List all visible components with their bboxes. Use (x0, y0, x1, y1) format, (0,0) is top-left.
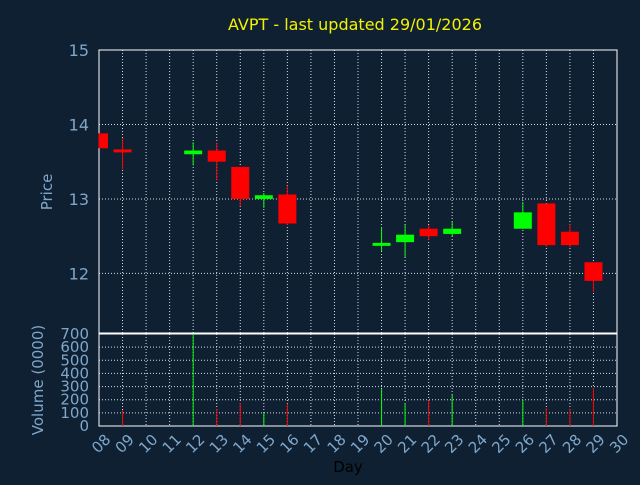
price-axis-label: Price (38, 174, 56, 211)
price-tick-label: 12 (69, 264, 89, 283)
volume-tick-label: 500 (60, 351, 89, 369)
volume-axis-label: Volume (0000) (29, 325, 47, 435)
candle-body (372, 242, 391, 246)
candle-body (99, 133, 108, 149)
volume-tick-label: 200 (60, 391, 89, 409)
candle-body (443, 228, 462, 234)
volume-tick-label: 100 (60, 404, 89, 422)
candle-body (513, 212, 532, 229)
candle-body (254, 195, 273, 199)
candle-body (419, 228, 438, 237)
candle-body (396, 234, 415, 243)
price-panel-frame (98, 49, 618, 334)
volume-tick-label: 600 (60, 338, 89, 356)
candle-body (231, 166, 250, 199)
volume-tick-label: 300 (60, 378, 89, 396)
volume-tick-label: 0 (79, 417, 89, 435)
price-tick-label: 15 (69, 41, 89, 60)
price-tick-label: 13 (69, 190, 89, 209)
candle-body (560, 231, 579, 246)
candle-body (113, 149, 132, 153)
candle-body (537, 203, 556, 246)
candle-body (184, 150, 203, 155)
volume-panel-frame (98, 333, 618, 427)
volume-tick-label: 400 (60, 364, 89, 382)
price-tick-label: 14 (69, 115, 89, 134)
volume-tick-label: 700 (60, 325, 89, 343)
candle-body (207, 150, 226, 162)
x-axis: 0809101112131415161718192021222324252627… (88, 431, 632, 457)
price-panel: 12 13 14 15 (69, 41, 618, 334)
x-axis-label: Day (333, 458, 363, 476)
chart-title: AVPT - last updated 29/01/2026 (228, 15, 482, 34)
candle-body (584, 262, 603, 281)
candle-body (278, 194, 297, 224)
